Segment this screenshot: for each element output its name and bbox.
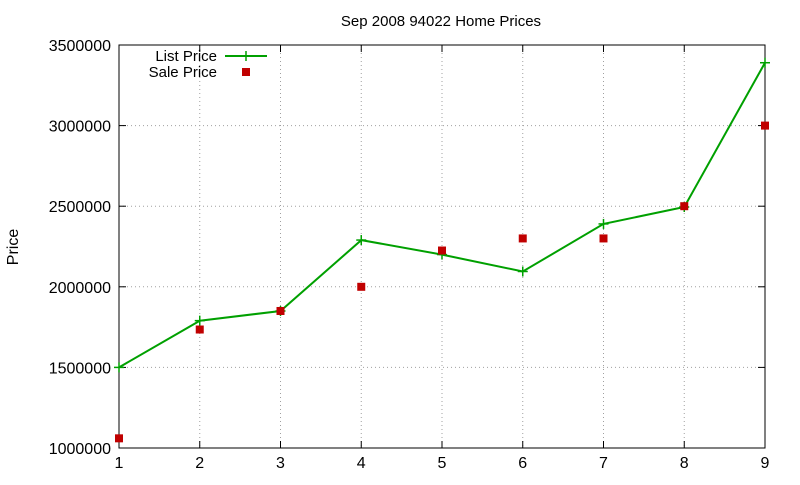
data-point (761, 121, 769, 130)
legend-marker (241, 51, 251, 61)
x-tick-label: 7 (599, 455, 608, 472)
data-point (760, 57, 770, 68)
x-tick-label: 8 (680, 455, 689, 472)
x-tick-label: 6 (518, 455, 527, 472)
axes: 1000000 1500000 2000000 2500000 3000000 35000… (49, 38, 770, 472)
chart-title: Sep 2008 94022 Home Prices (341, 13, 541, 30)
plot-area (114, 57, 770, 443)
data-point (114, 362, 124, 373)
series-sale-price (115, 121, 769, 443)
y-tick-label: 1500000 (49, 360, 111, 377)
data-point (438, 246, 446, 255)
legend-label: List Price (155, 48, 217, 65)
data-point (115, 434, 123, 443)
y-axis-label: Price (5, 229, 22, 266)
y-tick-label: 3500000 (49, 38, 111, 55)
plot-frame (118, 44, 766, 449)
y-tick-label: 3000000 (49, 119, 111, 136)
data-point (357, 282, 366, 291)
x-tick-label: 5 (438, 455, 447, 472)
data-point (356, 235, 367, 246)
x-tick-label: 9 (761, 455, 770, 472)
x-tick-label: 3 (276, 455, 285, 472)
data-point (599, 234, 608, 243)
x-tick-label: 2 (195, 455, 204, 472)
y-tick-label: 1000000 (49, 441, 111, 458)
x-tick-label: 4 (357, 455, 366, 472)
y-tick-label: 2500000 (49, 199, 111, 216)
legend-entry: List Price (155, 48, 267, 65)
legend-marker (242, 68, 250, 76)
data-point (598, 218, 609, 229)
legend-entry: Sale Price (149, 64, 250, 81)
grid (119, 45, 765, 448)
x-tick-label: 1 (115, 455, 124, 472)
data-point (194, 315, 205, 326)
y-tick-label: 2000000 (49, 280, 111, 297)
data-point (518, 234, 527, 243)
data-point (680, 202, 689, 211)
data-point (517, 266, 528, 277)
data-point (276, 306, 285, 315)
legend-label: Sale Price (149, 64, 217, 81)
data-point (195, 325, 204, 334)
